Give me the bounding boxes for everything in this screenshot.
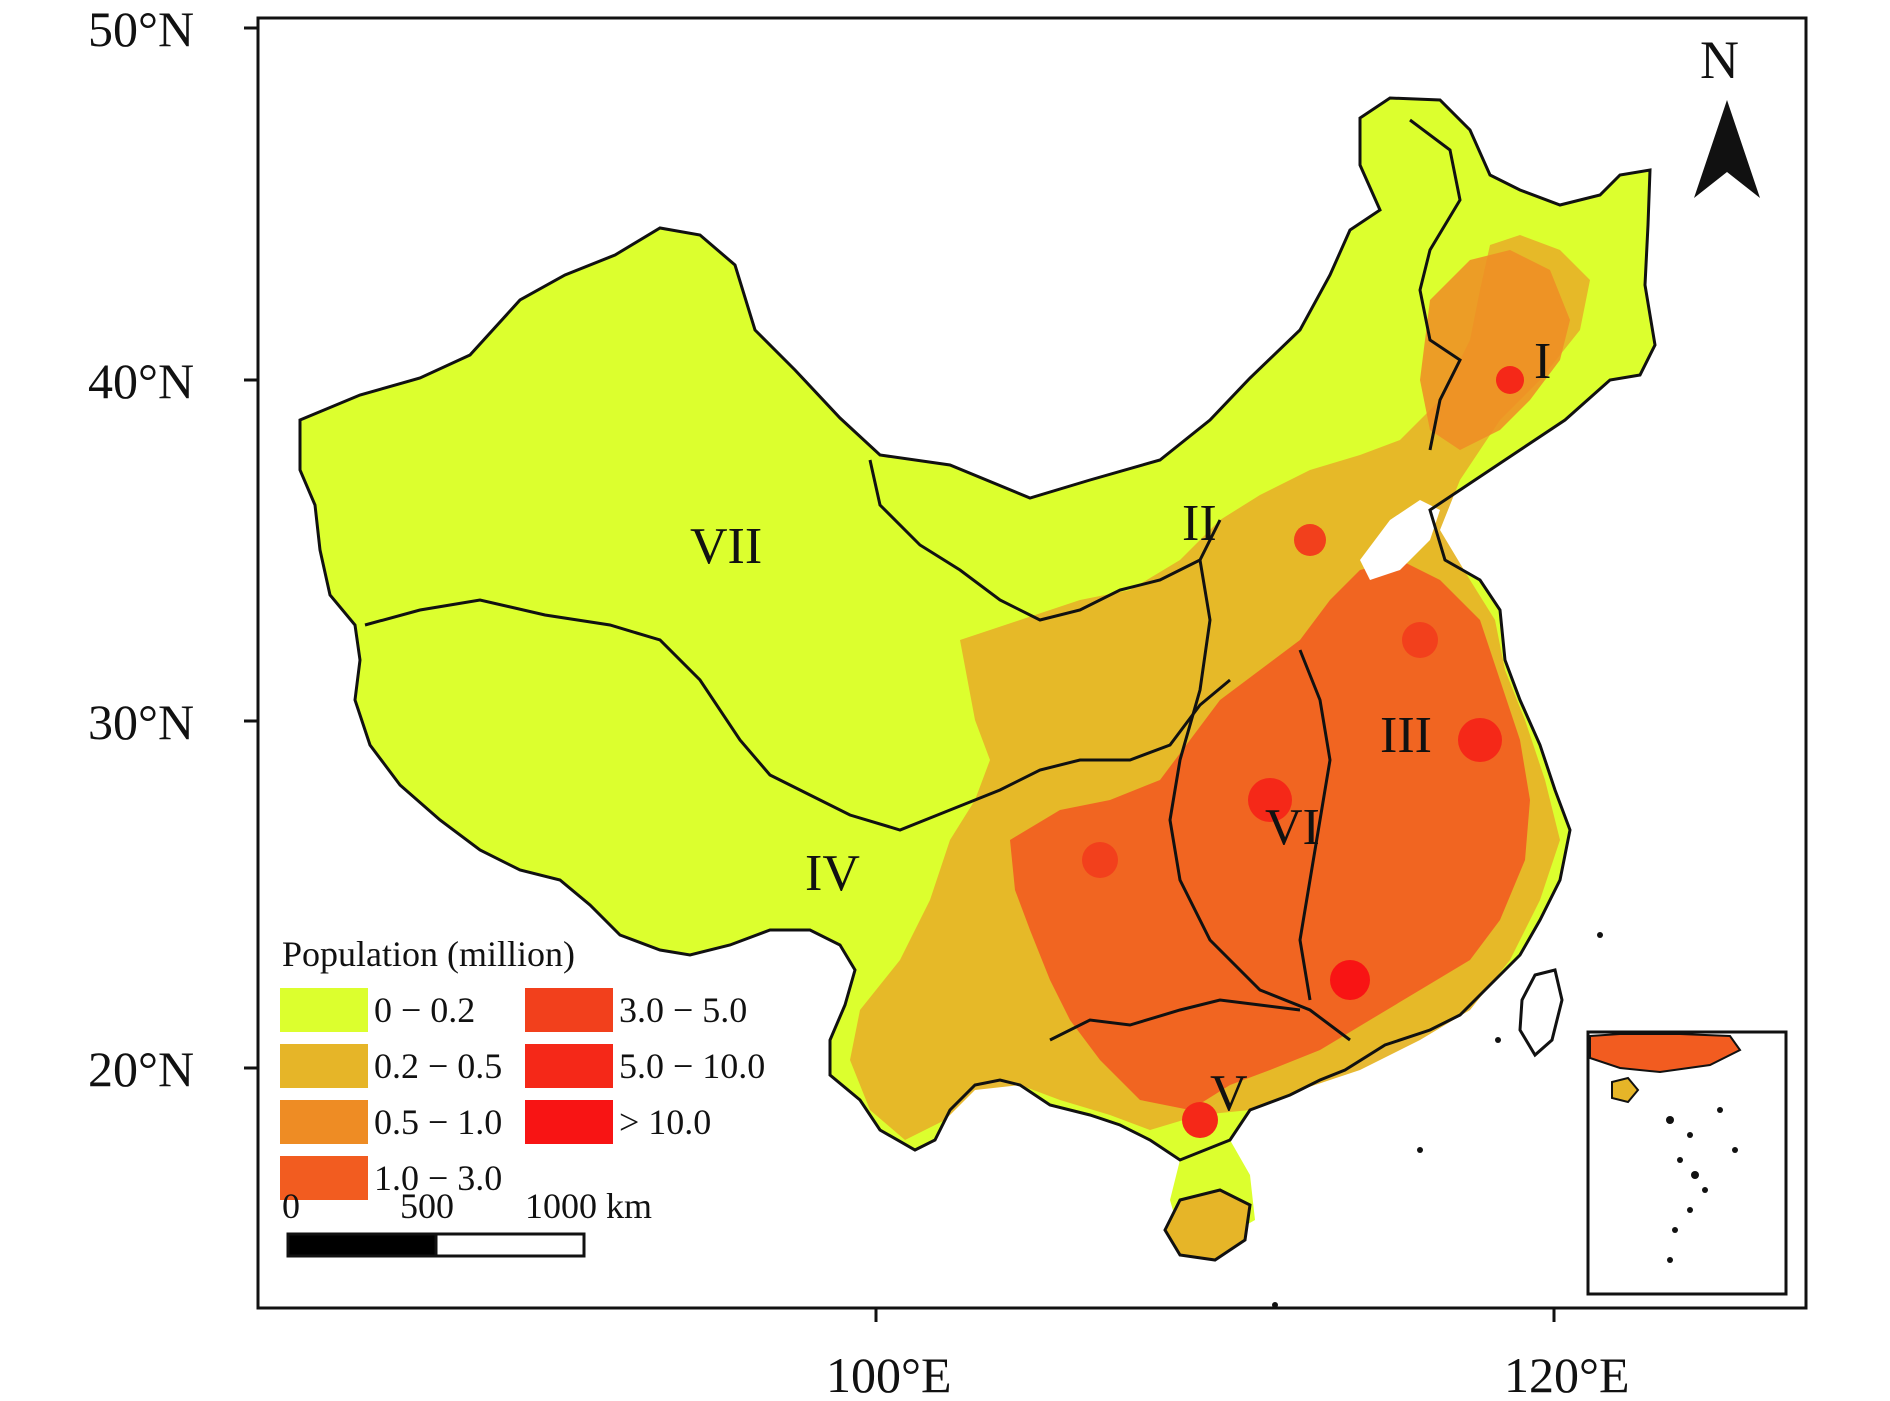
- region-boundary: [1409, 118, 1462, 451]
- legend-swatch: [280, 1156, 368, 1200]
- region-label-V: V: [1210, 1065, 1248, 1122]
- hainan-island: [1163, 1188, 1252, 1262]
- legend-label: 0.2 − 0.5: [374, 1046, 502, 1086]
- region-label-VI: VI: [1265, 799, 1320, 856]
- country-outline: [298, 96, 1657, 1162]
- legend-label: > 10.0: [619, 1102, 711, 1142]
- scale-bar-white: [434, 1232, 586, 1258]
- inset-island: [1667, 1257, 1673, 1263]
- scale-bar-black: [286, 1232, 438, 1258]
- lon-label-100: 100°E: [826, 1347, 952, 1401]
- inset-hainan: [1611, 1076, 1640, 1104]
- inset-island: [1691, 1171, 1699, 1179]
- population-zone-northeast: [1420, 250, 1570, 450]
- region-label-I: I: [1534, 333, 1551, 390]
- hotspot: [1330, 960, 1370, 1000]
- hotspot: [1402, 622, 1438, 658]
- hotspot: [1294, 524, 1326, 556]
- legend-label: 3.0 − 5.0: [619, 990, 747, 1030]
- lat-label-50: 50°N: [88, 1, 194, 57]
- inset-island: [1717, 1107, 1723, 1113]
- hotspot: [1248, 778, 1292, 822]
- hotspot: [1458, 718, 1502, 762]
- inset-frame: [1586, 1030, 1788, 1296]
- region-label-II: II: [1182, 495, 1217, 552]
- legend-swatch: [280, 1044, 368, 1088]
- bohai-sea: [1360, 500, 1440, 580]
- inset-island: [1687, 1132, 1693, 1138]
- inset-island: [1666, 1116, 1674, 1124]
- region-label-III: III: [1380, 707, 1432, 764]
- region-boundary: [1168, 559, 1351, 1042]
- north-arrow-icon: [1694, 100, 1760, 198]
- region-boundary: [364, 598, 1231, 832]
- region-boundary: [1049, 998, 1301, 1042]
- legend-swatch: [525, 1044, 613, 1088]
- legend-swatch: [280, 988, 368, 1032]
- legend-swatch: [525, 988, 613, 1032]
- island-dot: [1417, 1147, 1423, 1153]
- hotspot: [1082, 842, 1118, 878]
- region-label-IV: IV: [805, 845, 860, 902]
- scale-label-0: 0: [282, 1186, 300, 1226]
- legend-label: 5.0 − 10.0: [619, 1046, 765, 1086]
- legend-swatch: [525, 1100, 613, 1144]
- inset-island: [1672, 1227, 1678, 1233]
- north-arrow-label: N: [1700, 30, 1739, 90]
- scale-label-500: 500: [400, 1186, 454, 1226]
- island-dot: [1495, 1037, 1501, 1043]
- population-zone-high: [1010, 560, 1530, 1110]
- legend: 0 − 0.2 0.2 − 0.5 0.5 − 1.0 1.0 − 3.0 3.0 − …: [280, 988, 765, 1200]
- legend-label: 0.5 − 1.0: [374, 1102, 502, 1142]
- lat-label-30: 30°N: [88, 694, 194, 750]
- island-dot: [1597, 932, 1603, 938]
- region-label-VII: VII: [690, 518, 762, 575]
- legend-title: Population (million): [282, 934, 575, 974]
- taiwan-island: [1518, 968, 1564, 1058]
- region-boundary: [1298, 649, 1332, 1001]
- inset-island: [1687, 1207, 1693, 1213]
- hotspot: [1496, 366, 1524, 394]
- inset-island: [1677, 1157, 1683, 1163]
- legend-label: 0 − 0.2: [374, 990, 475, 1030]
- hotspot: [1182, 1102, 1218, 1138]
- legend-swatch: [280, 1100, 368, 1144]
- lat-label-20: 20°N: [88, 1041, 194, 1097]
- lat-label-40: 40°N: [88, 353, 194, 409]
- scale-label-1000: 1000 km: [525, 1186, 652, 1226]
- lon-label-120: 120°E: [1504, 1347, 1630, 1401]
- inset-mainland: [1589, 1033, 1742, 1074]
- region-boundary: [868, 459, 1222, 622]
- inset-island: [1732, 1147, 1738, 1153]
- island-dot: [1272, 1302, 1278, 1308]
- legend-label: 1.0 − 3.0: [374, 1158, 502, 1198]
- inset-island: [1702, 1187, 1708, 1193]
